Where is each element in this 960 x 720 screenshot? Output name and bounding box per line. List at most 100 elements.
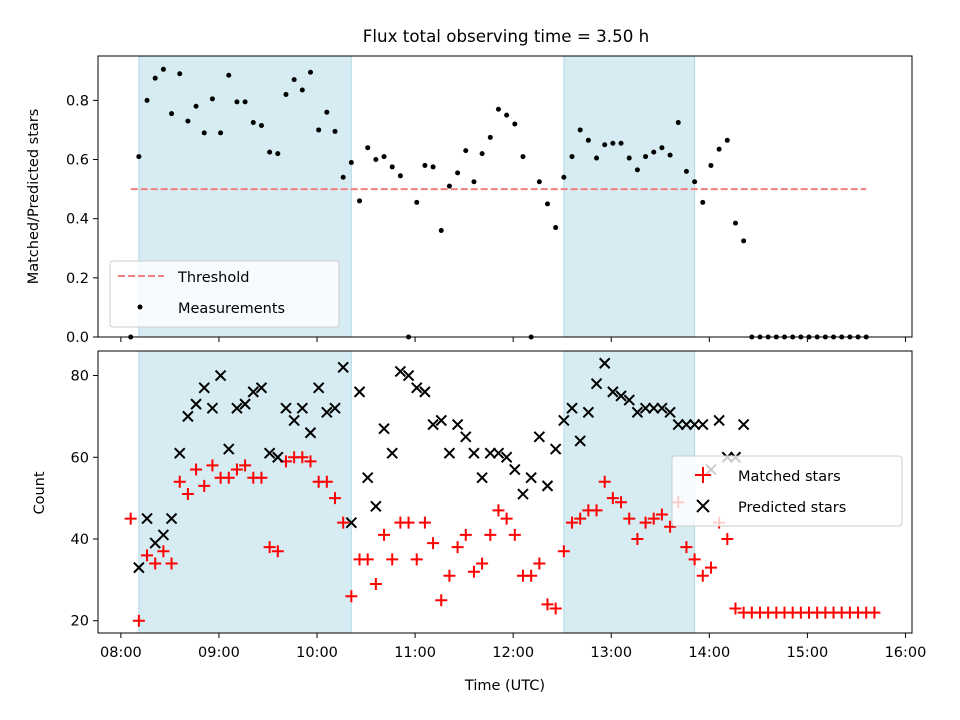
predicted-star-point [697,418,709,431]
measurement-point [267,149,273,155]
predicted-star-point [370,500,382,513]
x-tick-label: 10:00 [296,645,338,661]
x-tick-label: 14:00 [688,645,730,661]
bottom-panel: 20 40 60 80 08:00 09:00 10:00 11:00 12:00 13:00 1… [32,350,926,694]
matched-star-point [574,512,587,525]
measurement-point [226,72,232,78]
measurement-point [422,162,428,168]
measurement-point [299,87,305,93]
bottom-y-tick-label: 80 [71,369,89,385]
measurement-point [724,137,730,143]
matched-star-point [729,602,742,615]
legend-matched-label: Matched stars [738,469,841,485]
predicted-star-point [190,398,202,410]
measurement-point [708,162,714,168]
measurement-point [397,173,403,179]
predicted-star-point [133,561,145,574]
measurement-point [487,134,493,140]
predicted-star-point [321,406,333,419]
measurement-point [594,155,600,161]
measurement-point [218,130,224,136]
matched-star-point [165,557,178,570]
measurement-point [291,77,297,83]
matched-star-point [566,516,579,529]
measurement-point [234,99,240,105]
measurement-point [357,198,363,204]
measurement-point [365,145,371,151]
measurement-point [258,123,264,129]
matched-star-point [549,602,562,615]
predicted-star-point [460,431,472,443]
measurement-point [201,130,207,136]
measurement-point [152,75,158,81]
matched-star-point [492,504,505,517]
predicted-star-point [558,414,570,427]
measurement-point [136,154,142,160]
matched-star-point [557,545,570,558]
predicted-star-point [378,422,390,435]
bottom-y-axis-label: Count [32,471,48,514]
matched-star-point [296,451,309,464]
matched-star-point [427,537,440,550]
matched-star-point [361,553,374,566]
predicted-star-point [411,382,423,394]
matched-star-point [132,614,145,627]
matched-star-point [443,569,456,582]
top-y-tick-label: 0.0 [66,330,89,346]
predicted-star-point [394,365,407,378]
predicted-star-point [206,402,219,414]
predicted-star-point [656,402,668,414]
measurement-point [618,140,624,146]
matched-star-point [337,516,350,529]
measurement-point [741,238,747,244]
shaded-interval [138,350,352,634]
top-y-ticks: 0.0 0.2 0.4 0.6 0.8 [66,93,98,346]
legend-measurements-label: Measurements [178,301,285,317]
matched-star-point [647,512,660,525]
measurement-point [561,174,567,180]
predicted-star-point [517,488,529,500]
measurement-point [675,120,681,126]
measurement-point [569,154,575,160]
measurement-point [144,97,150,103]
predicted-star-point [214,369,227,382]
predicted-star-point [566,402,578,414]
bottom-x-ticks: 08:00 09:00 10:00 11:00 12:00 13:00 14:00 15:00… [100,633,926,661]
measurement-point [430,164,436,170]
x-tick-label: 08:00 [100,645,142,661]
matched-star-point [476,557,489,570]
matched-star-point [484,528,497,541]
predicted-star-point [419,386,431,398]
measurement-point [553,225,559,231]
predicted-star-point [345,516,358,529]
predicted-star-point [541,480,554,492]
measurement-point [275,151,281,157]
matched-star-point [655,508,668,521]
measurement-point [348,159,354,165]
measurement-point [732,220,738,226]
matched-star-point [704,561,717,574]
predicted-star-point [639,402,652,414]
predicted-star-point [255,382,268,394]
matched-star-point [680,541,693,554]
matched-star-point [230,463,243,476]
matched-star-point [696,569,709,582]
predicted-star-point [500,451,513,463]
measurement-point [332,128,338,134]
matched-star-point [615,496,628,509]
matched-star-point [141,549,154,562]
measurement-point [373,157,379,163]
predicted-star-point [337,361,349,374]
x-tick-label: 09:00 [198,645,240,661]
predicted-star-point [272,451,284,463]
predicted-star-point [174,447,186,459]
predicted-star-point [672,418,684,431]
measurement-point [495,106,501,112]
predicted-star-point [533,431,546,443]
measurement-point [692,179,698,185]
chart-title: Flux total observing time = 3.50 h [363,26,649,46]
predicted-star-point [664,406,676,419]
legend-predicted-label: Predicted stars [738,500,846,516]
predicted-star-point [476,471,488,484]
measurement-point [185,118,191,124]
